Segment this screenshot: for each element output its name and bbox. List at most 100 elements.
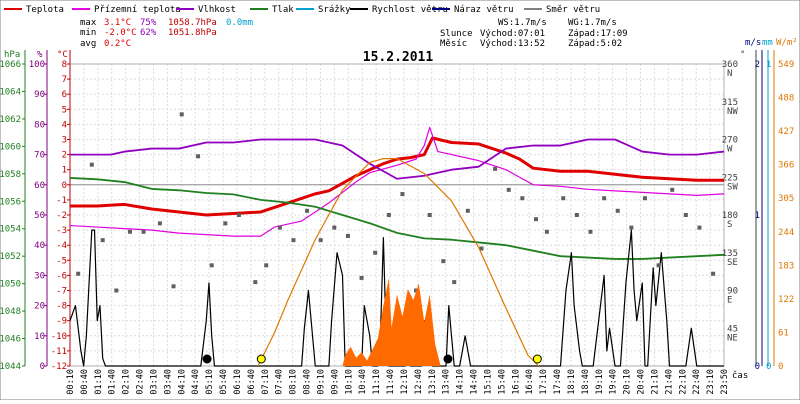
x-tick-label: 04:10 bbox=[177, 369, 187, 395]
wind-speed-tick-label: 0 bbox=[755, 362, 760, 372]
solar-tick-label: 549 bbox=[778, 60, 794, 70]
temperature-tick-label: -8 bbox=[56, 302, 67, 312]
wind-dir-compass-label: W bbox=[727, 145, 733, 155]
wind-direction-point bbox=[615, 208, 620, 213]
temperature-tick-label: -6 bbox=[56, 271, 67, 281]
wind-dir-compass-label: NE bbox=[727, 333, 738, 343]
moonrise-marker bbox=[443, 354, 453, 364]
wind-dir-tick-label: 360 bbox=[722, 60, 738, 70]
min-label: min bbox=[80, 28, 96, 38]
x-tick-label: 20:40 bbox=[637, 369, 647, 395]
pressure-tick-label: 1044 bbox=[0, 362, 21, 372]
wind-direction-point bbox=[291, 238, 296, 243]
wind-dir-unit-label: ° bbox=[740, 50, 745, 60]
temperature-tick-label: 0 bbox=[62, 181, 67, 191]
wind-direction-point bbox=[441, 259, 446, 264]
sunset-time: Západ:17:09 bbox=[568, 29, 628, 39]
wind-dir-compass-label: NW bbox=[727, 107, 738, 117]
x-tick-label: 06:10 bbox=[233, 369, 243, 395]
pressure-tick-label: 1062 bbox=[0, 115, 21, 125]
wind-direction-point bbox=[236, 213, 241, 217]
solar-tick-label: 122 bbox=[778, 295, 794, 305]
wind-dir-tick-label: 135 bbox=[722, 249, 738, 259]
sunrise-marker bbox=[256, 354, 266, 364]
x-tick-label: 21:10 bbox=[650, 369, 660, 395]
x-tick-label: 12:10 bbox=[400, 369, 410, 395]
x-tick-label: 05:10 bbox=[205, 369, 215, 395]
x-tick-label: 12:40 bbox=[414, 369, 424, 395]
x-tick-label: 03:10 bbox=[149, 369, 159, 395]
wind-direction-point bbox=[520, 196, 525, 201]
wind-direction-point bbox=[127, 229, 132, 234]
wind-direction-point bbox=[76, 271, 81, 276]
x-tick-label: 16:40 bbox=[525, 369, 535, 395]
rain-tick-label: 1 bbox=[766, 60, 771, 70]
wind-direction-point bbox=[400, 192, 405, 197]
wind-direction-point bbox=[359, 275, 364, 280]
x-tick-label: 09:40 bbox=[330, 369, 340, 395]
x-tick-label: 21:40 bbox=[664, 369, 674, 395]
x-tick-label: 08:10 bbox=[289, 369, 299, 395]
humidity-tick-label: 50 bbox=[34, 211, 45, 221]
x-tick-label: 13:40 bbox=[442, 369, 452, 395]
x-tick-label: 16:10 bbox=[511, 369, 521, 395]
x-tick-label: 15:40 bbox=[497, 369, 507, 395]
x-tick-label: 04:40 bbox=[191, 369, 201, 395]
pressure-tick-label: 1060 bbox=[0, 142, 21, 152]
x-tick-label: 08:40 bbox=[303, 369, 313, 395]
rain-tick-label: 0 bbox=[766, 362, 771, 372]
solar-tick-label: 244 bbox=[778, 228, 794, 238]
time-axis-label: čas bbox=[732, 370, 748, 381]
x-tick-label: 15:10 bbox=[483, 369, 493, 395]
humidity-tick-label: 40 bbox=[34, 241, 45, 251]
x-tick-label: 13:10 bbox=[428, 369, 438, 395]
x-tick-label: 11:10 bbox=[372, 369, 382, 395]
wind-direction-point bbox=[179, 112, 184, 117]
wind-direction-point bbox=[209, 263, 214, 268]
wind-speed-value: WS:1.7m/s bbox=[498, 18, 547, 28]
min-temp: -2.0°C bbox=[104, 28, 137, 38]
temperature-tick-label: -3 bbox=[56, 226, 67, 236]
wind-direction-point bbox=[89, 162, 94, 167]
wind-direction-point bbox=[493, 166, 498, 171]
chart-title: 15.2.2011 bbox=[363, 50, 434, 65]
pressure-tick-label: 1048 bbox=[0, 307, 21, 317]
temperature-tick-label: -10 bbox=[51, 332, 67, 342]
max-label: max bbox=[80, 18, 97, 28]
wind-direction-point bbox=[629, 225, 634, 230]
sunset-marker bbox=[532, 354, 542, 364]
temperature-tick-label: -11 bbox=[51, 347, 67, 357]
legend-item: Směr větru bbox=[546, 5, 600, 15]
wind-direction-point bbox=[157, 221, 162, 226]
wind-direction-point bbox=[332, 225, 337, 230]
legend-item: Rychlost větru bbox=[372, 5, 448, 15]
series-line bbox=[69, 126, 725, 237]
solar-tick-label: 488 bbox=[778, 94, 794, 104]
wind-direction-point bbox=[452, 280, 457, 285]
temperature-tick-label: 1 bbox=[62, 166, 67, 176]
temperature-tick-label: 5 bbox=[62, 105, 67, 115]
wind-direction-point bbox=[100, 238, 105, 243]
temperature-tick-label: 8 bbox=[62, 60, 67, 70]
x-tick-label: 01:10 bbox=[94, 369, 104, 395]
wind-direction-point bbox=[171, 284, 176, 289]
wind-dir-tick-label: 180 bbox=[722, 211, 738, 221]
x-tick-label: 11:40 bbox=[386, 369, 396, 395]
x-tick-label: 19:10 bbox=[595, 369, 605, 395]
temperature-tick-label: -2 bbox=[56, 211, 67, 221]
wind-direction-point bbox=[479, 246, 484, 251]
humidity-tick-label: 60 bbox=[34, 181, 45, 191]
temperature-tick-label: 6 bbox=[62, 90, 67, 100]
wind-direction-point bbox=[386, 213, 391, 217]
sunrise-time: Východ:07:01 bbox=[480, 29, 545, 39]
x-tick-label: 00:40 bbox=[80, 369, 90, 395]
temperature-tick-label: 3 bbox=[62, 136, 67, 146]
wind-direction-point bbox=[561, 196, 566, 201]
series-line bbox=[257, 158, 540, 367]
series-line bbox=[69, 177, 725, 260]
moonrise-time: Východ:13:52 bbox=[480, 39, 545, 49]
temperature-tick-label: -4 bbox=[56, 241, 67, 251]
pressure-tick-label: 1046 bbox=[0, 335, 21, 345]
series-line bbox=[70, 138, 725, 180]
